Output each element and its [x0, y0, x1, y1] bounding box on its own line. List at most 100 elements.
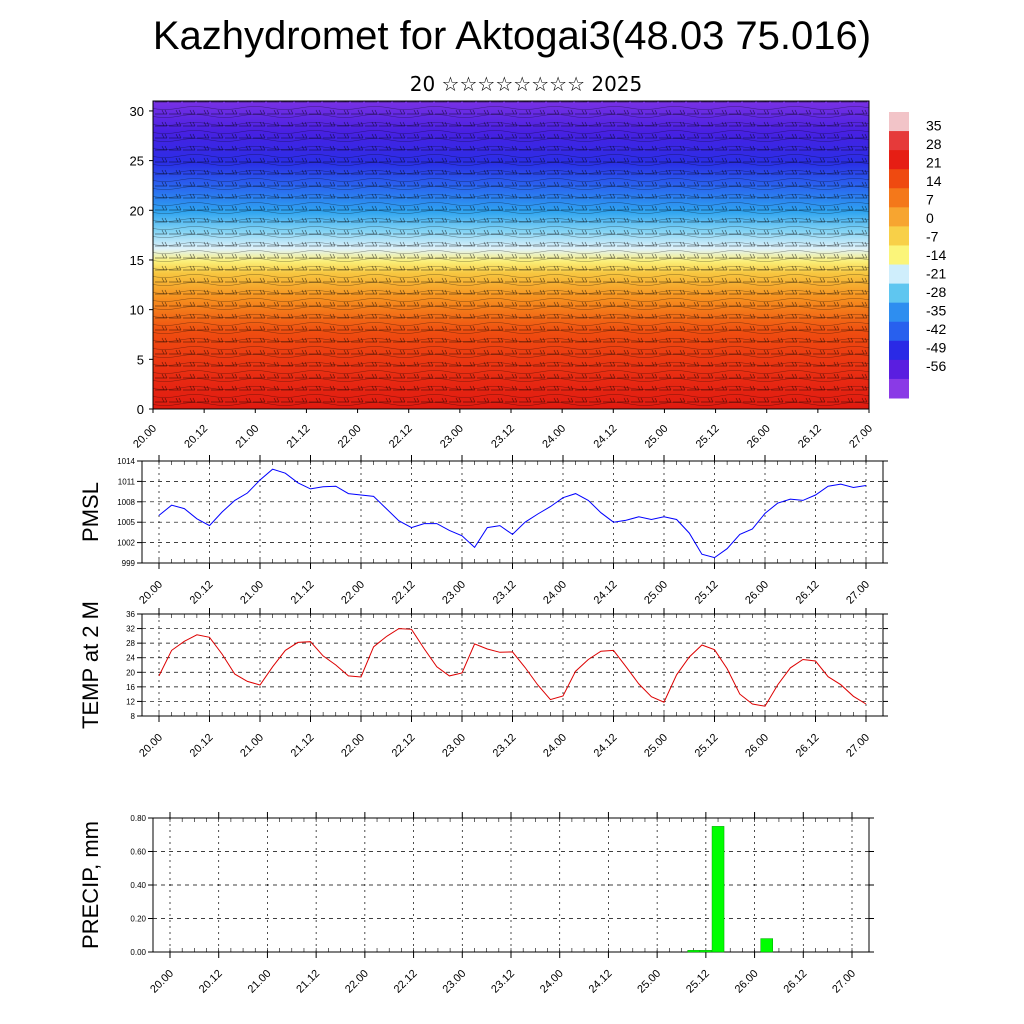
y-axis-label: PRECIP, mm	[78, 821, 103, 949]
x-tick-label: 25.12	[693, 732, 721, 760]
x-tick-label: 24.12	[592, 732, 620, 760]
precip-bar	[760, 938, 773, 953]
colorbar-label: 21	[926, 154, 942, 170]
x-tick-label: 25.00	[642, 732, 670, 760]
colorbar-label: 0	[926, 210, 934, 226]
colorbar-label: -49	[926, 339, 946, 355]
precip-bar	[711, 826, 725, 953]
y-tick-label: 15	[130, 253, 144, 268]
y-tick-label: 0	[137, 402, 144, 417]
y-tick-label: 1014	[117, 457, 135, 466]
x-tick-label: 20.12	[182, 423, 210, 451]
x-tick-label: 22.00	[336, 423, 364, 451]
x-tick-label: 20.00	[137, 579, 165, 607]
x-tick-label: 20.00	[148, 968, 176, 996]
colorbar-swatch	[889, 245, 909, 266]
colorbar-label: -42	[926, 321, 946, 337]
x-tick-label: 27.00	[844, 579, 872, 607]
colorbar-label: 35	[926, 117, 942, 133]
y-tick-label: 1011	[118, 477, 136, 486]
temp-panel: 20.00 20.12 21.00 21.12 22.00 22.12 23.00 23.12…	[78, 601, 888, 760]
x-tick-label: 25.12	[684, 968, 712, 996]
x-tick-label: 26.12	[794, 732, 822, 760]
x-tick-label: 23.12	[489, 968, 517, 996]
colorbar-label: -14	[926, 247, 946, 263]
x-tick-label: 27.00	[830, 968, 858, 996]
y-tick-label: 0.00	[130, 948, 146, 957]
x-tick-label: 23.00	[440, 732, 468, 760]
colorbar-swatch	[889, 321, 909, 342]
x-tick-label: 20.00	[131, 423, 159, 451]
colorbar-swatch	[889, 340, 909, 361]
colorbar-swatch	[889, 112, 909, 132]
x-tick-label: 23.00	[438, 423, 466, 451]
x-tick-label: 23.00	[440, 579, 468, 607]
colorbar-label: -35	[926, 302, 946, 318]
x-tick-label: 24.00	[541, 732, 569, 760]
x-tick-label: 21.12	[285, 423, 313, 451]
series-line	[158, 468, 867, 559]
panel-frame	[141, 613, 884, 717]
pmsl-panel: 20.00 20.12 21.00 21.12 22.00 22.12 23.00 23.12…	[78, 455, 888, 607]
y-tick-label: 999	[122, 559, 136, 568]
x-tick-label: 21.12	[289, 579, 317, 607]
x-tick-label: 26.00	[743, 732, 771, 760]
x-tick-label: 23.12	[489, 423, 517, 451]
y-tick-label: 1005	[117, 518, 135, 527]
x-tick-label: 22.12	[390, 579, 418, 607]
x-tick-label: 26.00	[745, 423, 773, 451]
y-tick-label: 20	[126, 668, 135, 677]
x-tick-label: 21.00	[238, 732, 266, 760]
x-tick-label: 27.00	[847, 423, 875, 451]
y-tick-label: 5	[137, 352, 144, 367]
colorbar-label: -7	[926, 228, 939, 244]
y-tick-label: 0.60	[130, 848, 146, 857]
series-line	[158, 628, 867, 707]
colorbar-label: 7	[926, 191, 934, 207]
chart-subtitle: 20 ☆☆☆☆☆☆☆☆ 2025	[409, 72, 643, 96]
x-tick-label: 21.00	[246, 968, 274, 996]
colorbar-swatch	[889, 150, 909, 170]
x-tick-label: 21.12	[294, 968, 322, 996]
y-tick-label: 20	[130, 203, 144, 218]
colorbar-swatch	[889, 131, 909, 151]
x-tick-label: 26.00	[733, 968, 761, 996]
y-axis-label: TEMP at 2 M	[78, 601, 103, 729]
x-tick-label: 22.00	[339, 732, 367, 760]
x-tick-label: 21.00	[238, 579, 266, 607]
colorbar-swatch	[889, 359, 909, 380]
x-tick-label: 24.00	[538, 968, 566, 996]
x-tick-label: 21.00	[233, 423, 261, 451]
y-tick-label: 0.20	[130, 915, 146, 924]
x-tick-label: 24.12	[592, 579, 620, 607]
y-tick-label: 16	[126, 683, 135, 692]
y-tick-label: 25	[130, 154, 144, 169]
x-tick-label: 22.12	[392, 968, 420, 996]
colorbar-swatch	[889, 283, 909, 304]
y-tick-label: 28	[126, 639, 135, 648]
x-tick-label: 27.00	[844, 732, 872, 760]
y-tick-label: 10	[130, 303, 144, 318]
colorbar-label: 28	[926, 136, 942, 152]
chart-title: Kazhydromet for Aktogai3(48.03 75.016)	[152, 14, 872, 58]
y-tick-label: 24	[126, 654, 135, 663]
y-tick-label: 32	[126, 625, 135, 634]
y-tick-label: 0.40	[130, 881, 146, 890]
x-tick-label: 24.12	[591, 423, 619, 451]
y-axis-label: PMSL	[78, 482, 103, 542]
x-tick-label: 26.12	[794, 579, 822, 607]
colorbar-swatch	[889, 264, 909, 285]
colorbar-swatch	[889, 207, 909, 227]
precip-bar	[687, 950, 700, 953]
x-tick-label: 23.12	[491, 732, 519, 760]
x-tick-label: 20.12	[197, 968, 225, 996]
x-tick-label: 24.00	[541, 579, 569, 607]
x-tick-label: 20.12	[188, 579, 216, 607]
x-tick-label: 24.12	[587, 968, 615, 996]
y-tick-label: 1002	[117, 539, 135, 548]
colorbar-swatch	[889, 188, 909, 208]
x-tick-label: 24.00	[540, 423, 568, 451]
x-tick-label: 23.12	[491, 579, 519, 607]
colorbar-label: -21	[926, 265, 946, 281]
